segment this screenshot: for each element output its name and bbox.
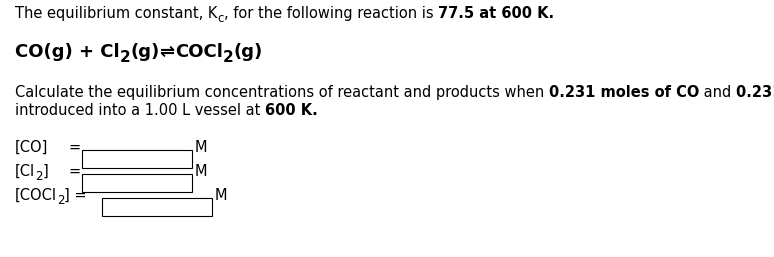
Text: The equilibrium constant, K: The equilibrium constant, K: [15, 6, 217, 21]
Text: 0.231 moles of CO: 0.231 moles of CO: [549, 85, 699, 100]
Text: M: M: [215, 188, 228, 203]
Text: COCl: COCl: [175, 43, 223, 61]
Text: ]: ]: [43, 164, 49, 179]
Text: (g): (g): [130, 43, 159, 61]
Text: 2: 2: [35, 170, 43, 183]
Text: introduced into a 1.00 L vessel at: introduced into a 1.00 L vessel at: [15, 103, 265, 118]
Text: ] =: ] =: [64, 188, 87, 203]
Bar: [82, 150, 192, 168]
Text: [CO]: [CO]: [15, 140, 48, 155]
Text: and: and: [699, 85, 736, 100]
Text: c: c: [217, 12, 224, 25]
Text: M: M: [195, 164, 207, 179]
Text: [Cl: [Cl: [15, 164, 35, 179]
Text: 2: 2: [223, 50, 234, 65]
Text: 77.5 at 600 K.: 77.5 at 600 K.: [438, 6, 554, 21]
Text: CO(g) + Cl: CO(g) + Cl: [15, 43, 120, 61]
Bar: [82, 174, 192, 192]
Text: [COCl: [COCl: [15, 188, 57, 203]
Text: =: =: [68, 164, 80, 179]
Text: =: =: [68, 140, 80, 155]
Text: , for the following reaction is: , for the following reaction is: [224, 6, 438, 21]
Text: (g): (g): [234, 43, 262, 61]
Text: Calculate the equilibrium concentrations of reactant and products when: Calculate the equilibrium concentrations…: [15, 85, 549, 100]
Text: 2: 2: [120, 50, 130, 65]
Text: 600 K.: 600 K.: [265, 103, 318, 118]
Bar: [102, 198, 212, 216]
Text: M: M: [195, 140, 207, 155]
Text: 2: 2: [57, 194, 64, 207]
Text: 0.231 moles of Cl: 0.231 moles of Cl: [736, 85, 774, 100]
Text: ⇌: ⇌: [159, 43, 175, 61]
